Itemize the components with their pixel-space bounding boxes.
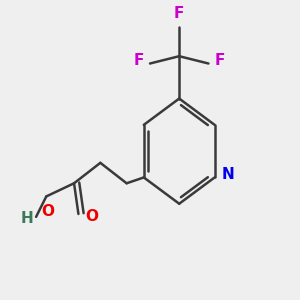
Text: O: O [41, 204, 54, 219]
Text: O: O [86, 209, 99, 224]
Text: N: N [222, 167, 235, 182]
Text: F: F [134, 53, 144, 68]
Text: H: H [20, 211, 33, 226]
Text: F: F [174, 6, 184, 21]
Text: F: F [214, 53, 225, 68]
